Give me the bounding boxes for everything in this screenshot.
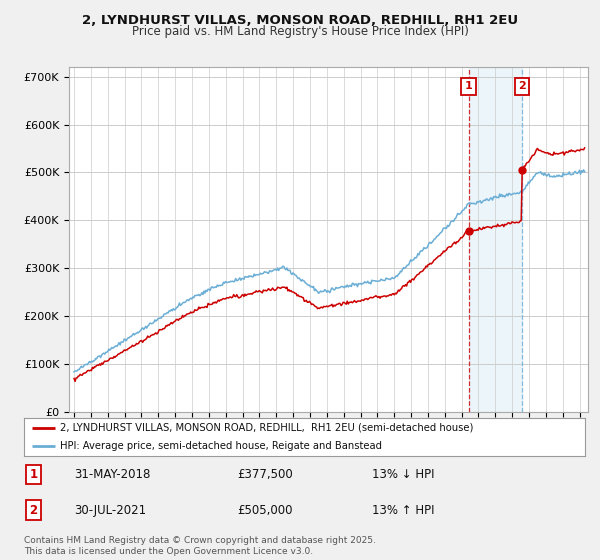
Text: 2: 2 — [518, 81, 526, 91]
Text: 2, LYNDHURST VILLAS, MONSON ROAD, REDHILL,  RH1 2EU (semi-detached house): 2, LYNDHURST VILLAS, MONSON ROAD, REDHIL… — [61, 423, 474, 433]
Text: 1: 1 — [29, 468, 38, 481]
Text: Contains HM Land Registry data © Crown copyright and database right 2025.
This d: Contains HM Land Registry data © Crown c… — [24, 536, 376, 556]
Text: 13% ↓ HPI: 13% ↓ HPI — [372, 468, 434, 481]
Text: 2: 2 — [29, 503, 38, 516]
Text: 2, LYNDHURST VILLAS, MONSON ROAD, REDHILL, RH1 2EU: 2, LYNDHURST VILLAS, MONSON ROAD, REDHIL… — [82, 14, 518, 27]
Text: 30-JUL-2021: 30-JUL-2021 — [74, 503, 146, 516]
Text: 1: 1 — [465, 81, 473, 91]
Text: £505,000: £505,000 — [237, 503, 293, 516]
Text: Price paid vs. HM Land Registry's House Price Index (HPI): Price paid vs. HM Land Registry's House … — [131, 25, 469, 38]
Text: HPI: Average price, semi-detached house, Reigate and Banstead: HPI: Average price, semi-detached house,… — [61, 441, 382, 451]
Bar — [469, 67, 522, 412]
Text: 13% ↑ HPI: 13% ↑ HPI — [372, 503, 434, 516]
Text: £377,500: £377,500 — [237, 468, 293, 481]
Text: 31-MAY-2018: 31-MAY-2018 — [74, 468, 151, 481]
